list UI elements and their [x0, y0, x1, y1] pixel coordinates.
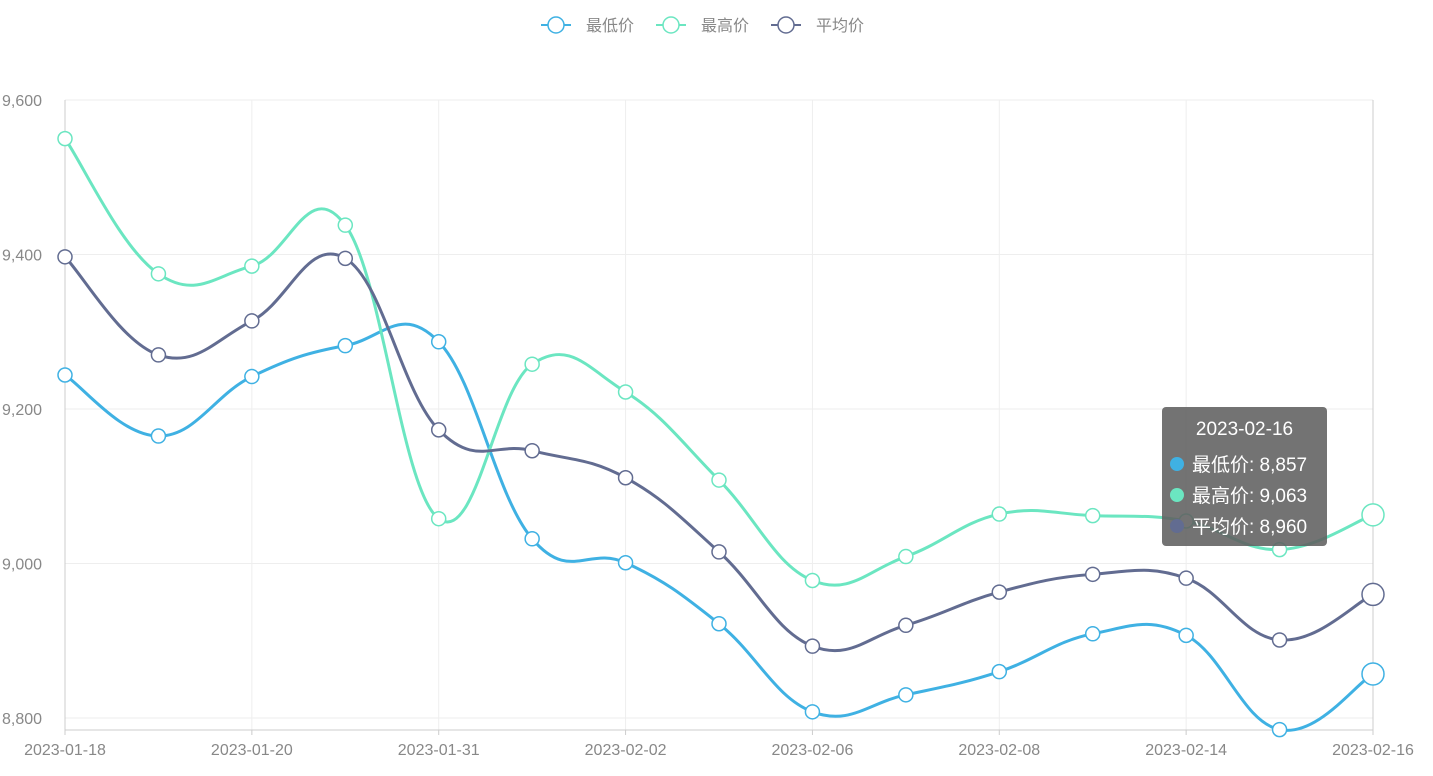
- axes: 8,800 9,000 9,200 9,400 9,600 2023-01-18 2023-…: [2, 93, 1414, 759]
- data-point-0[interactable]: [430, 334, 447, 350]
- data-point-2[interactable]: [1361, 582, 1385, 607]
- y-tick-label: 8,800: [2, 711, 42, 728]
- y-tick-label: 9,400: [2, 248, 42, 265]
- data-point-0[interactable]: [804, 704, 821, 720]
- data-point-0[interactable]: [991, 663, 1008, 680]
- legend-circle-icon: [547, 16, 565, 34]
- legend-circle-icon: [662, 16, 680, 34]
- tooltip-text-low: 最低价: 8,857: [1192, 455, 1308, 476]
- tooltip-row-avg: 平均价: 8,960: [1162, 510, 1327, 541]
- data-point-1[interactable]: [337, 217, 354, 233]
- data-point-2[interactable]: [1271, 632, 1288, 648]
- data-point-2[interactable]: [711, 544, 727, 560]
- data-point-0[interactable]: [617, 554, 634, 571]
- data-point-1[interactable]: [524, 356, 540, 372]
- data-point-0[interactable]: [524, 531, 540, 547]
- legend-item-1[interactable]: 最高价: [656, 16, 749, 35]
- data-point-2[interactable]: [1084, 566, 1101, 583]
- data-point-0[interactable]: [711, 616, 727, 632]
- data-point-0[interactable]: [57, 367, 73, 383]
- tooltip: 2023-02-16 最低价: 8,857 最高价: 9,063 平均价: 8,…: [1162, 407, 1327, 546]
- tooltip-title: 2023-02-16: [1195, 419, 1294, 440]
- legend-label: 平均价: [816, 17, 864, 35]
- data-point-0[interactable]: [1361, 662, 1385, 686]
- data-point-0[interactable]: [1178, 627, 1194, 644]
- tooltip-text-high: 最高价: 9,063: [1192, 486, 1308, 507]
- series-line-2: [63, 252, 1374, 653]
- x-tick-label: 2023-01-18: [24, 742, 106, 759]
- tooltip-dot-avg: [1170, 518, 1184, 533]
- data-point-2[interactable]: [991, 584, 1008, 600]
- data-point-2[interactable]: [244, 313, 260, 329]
- legend[interactable]: 最低价 最高价 平均价: [541, 16, 864, 35]
- data-point-0[interactable]: [1084, 626, 1101, 642]
- x-tick-label: 2023-01-20: [211, 742, 293, 759]
- x-tick-label: 2023-02-16: [1332, 742, 1414, 759]
- data-point-1[interactable]: [804, 572, 821, 589]
- legend-label: 最高价: [701, 17, 749, 35]
- data-point-1[interactable]: [1084, 507, 1101, 524]
- x-tick-label: 2023-02-06: [772, 742, 854, 759]
- data-point-0[interactable]: [150, 428, 167, 444]
- data-point-1[interactable]: [711, 472, 727, 488]
- x-tick-label: 2023-02-08: [958, 742, 1040, 759]
- data-point-2[interactable]: [1178, 570, 1194, 586]
- data-point-0[interactable]: [244, 368, 260, 385]
- data-point-2[interactable]: [524, 442, 540, 459]
- tooltip-text-avg: 平均价: 8,960: [1192, 517, 1308, 538]
- data-point-0[interactable]: [337, 337, 354, 354]
- data-point-1[interactable]: [244, 258, 260, 274]
- tooltip-row-low: 最低价: 8,857: [1162, 448, 1327, 479]
- y-tick-label: 9,200: [2, 402, 42, 419]
- series-points: [57, 130, 1385, 738]
- data-point-1[interactable]: [1361, 503, 1385, 527]
- x-tick-label: 2023-02-02: [585, 742, 667, 759]
- x-tick-label: 2023-02-14: [1145, 742, 1227, 759]
- data-point-2[interactable]: [150, 347, 167, 363]
- data-point-0[interactable]: [898, 687, 914, 703]
- y-tick-label: 9,600: [2, 93, 42, 110]
- series-line-1: [63, 137, 1374, 587]
- data-point-1[interactable]: [430, 510, 447, 527]
- data-point-1[interactable]: [57, 130, 73, 147]
- legend-item-0[interactable]: 最低价: [541, 16, 634, 35]
- legend-item-2[interactable]: 平均价: [771, 16, 864, 35]
- data-point-1[interactable]: [150, 266, 167, 282]
- tooltip-dot-low: [1170, 456, 1184, 471]
- data-point-2[interactable]: [804, 638, 821, 654]
- data-point-2[interactable]: [57, 249, 73, 265]
- tooltip-row-high: 最高价: 9,063: [1162, 479, 1327, 510]
- y-tick-label: 9,000: [2, 557, 42, 574]
- tooltip-dot-high: [1170, 487, 1184, 502]
- data-point-2[interactable]: [898, 617, 914, 634]
- x-tick-label: 2023-01-31: [398, 742, 480, 759]
- data-point-0[interactable]: [1271, 721, 1288, 738]
- data-point-1[interactable]: [617, 384, 634, 400]
- legend-circle-icon: [777, 16, 795, 34]
- data-point-2[interactable]: [430, 422, 447, 438]
- legend-label: 最低价: [586, 17, 634, 35]
- data-point-1[interactable]: [991, 506, 1008, 522]
- data-point-1[interactable]: [898, 548, 914, 565]
- data-point-2[interactable]: [337, 250, 354, 267]
- series-line-0: [64, 322, 1374, 732]
- data-point-2[interactable]: [617, 470, 634, 486]
- series-lines: [63, 137, 1374, 732]
